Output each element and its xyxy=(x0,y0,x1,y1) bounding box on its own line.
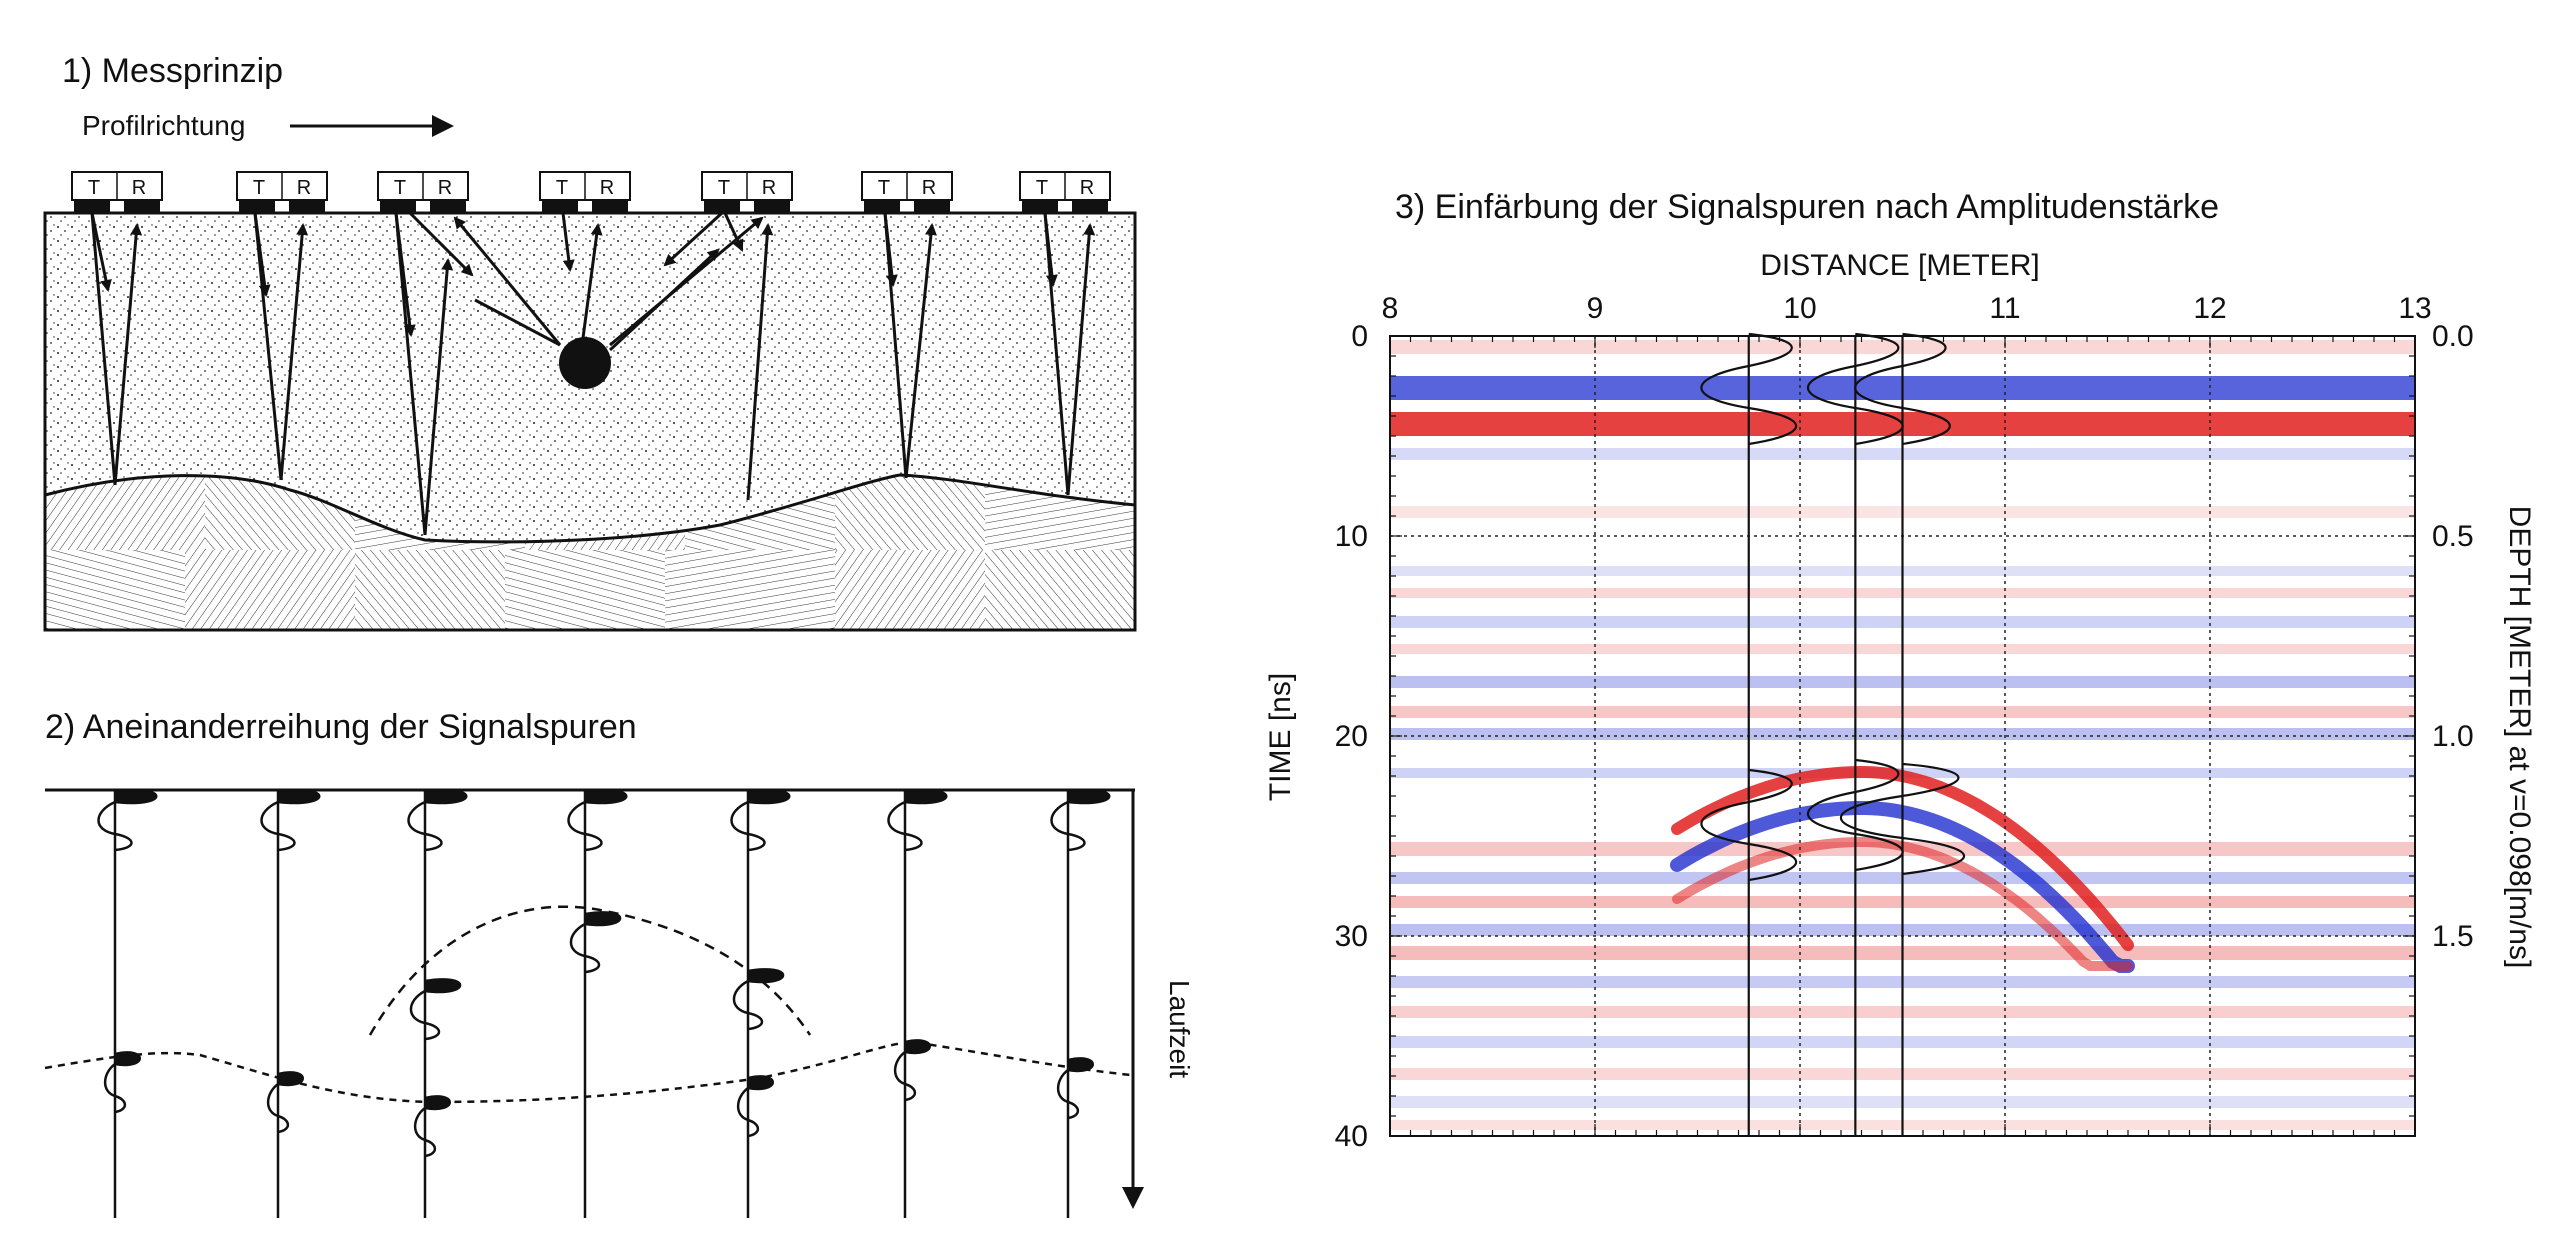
x-axis-title: DISTANCE [METER] xyxy=(1760,249,2039,282)
panel3-title: 3) Einfärbung der Signalspuren nach Ampl… xyxy=(1395,188,2219,226)
panel2-title: 2) Aneinanderreihung der Signalspuren xyxy=(45,708,637,746)
y2-axis-title: DEPTH [METER] at v=0.098[m/ns] xyxy=(2503,506,2536,969)
receiver-block xyxy=(430,200,466,213)
y2-tick: 0.5 xyxy=(2432,520,2474,553)
x-tick: 11 xyxy=(1989,292,2020,325)
diffraction-hyperbola xyxy=(368,905,812,1036)
layer-boundary xyxy=(44,473,1136,544)
x-tick: 9 xyxy=(1587,292,1604,325)
receiver-label: R xyxy=(132,177,146,199)
y-tick: 10 xyxy=(1335,520,1368,553)
highlighted-traces xyxy=(1700,332,1966,1136)
transmitter-block xyxy=(239,200,275,213)
wavelet-peak xyxy=(1068,790,1110,803)
x-tick: 10 xyxy=(1783,292,1816,325)
y2-tick: 1.0 xyxy=(2432,720,2474,753)
transmitter-label: T xyxy=(394,177,406,199)
transmitter-label: T xyxy=(556,177,568,199)
y-tick: 30 xyxy=(1335,920,1368,953)
receiver-label: R xyxy=(297,177,311,199)
transmitter-block xyxy=(864,200,900,213)
wavelet-peak xyxy=(278,790,320,803)
wavelet-peak xyxy=(748,790,790,803)
y2-tick: 1.5 xyxy=(2432,920,2474,953)
receiver-label: R xyxy=(1080,177,1094,199)
transmitter-label: T xyxy=(1036,177,1048,199)
panel-radargram: 3) Einfärbung der Signalspuren nach Ampl… xyxy=(1264,188,2536,1153)
x-tick: 13 xyxy=(2398,292,2431,325)
time-axis-label: Laufzeit xyxy=(1164,980,1195,1078)
y-tick: 20 xyxy=(1335,720,1368,753)
transmitter-block xyxy=(74,200,110,213)
wavelet-peak xyxy=(115,790,157,803)
receiver-label: R xyxy=(762,177,776,199)
transmitter-block xyxy=(704,200,740,213)
wavelet-peak xyxy=(425,790,467,803)
transmitter-block xyxy=(542,200,578,213)
receiver-block xyxy=(754,200,790,213)
y-tick: 0 xyxy=(1351,320,1368,353)
wavelet-peak xyxy=(905,1040,930,1053)
wavelet-peak xyxy=(905,790,947,803)
receiver-label: R xyxy=(922,177,936,199)
transmitter-label: T xyxy=(718,177,730,199)
transmitter-label: T xyxy=(88,177,100,199)
wavelet-peak xyxy=(585,790,627,803)
trace-set xyxy=(97,789,1111,1218)
receiver-block xyxy=(289,200,325,213)
x-tick-labels: 8 9 10 11 12 13 xyxy=(1382,292,2432,325)
transmitter-block xyxy=(380,200,416,213)
plot-frame xyxy=(1389,335,2416,1137)
layer-reflection-line xyxy=(44,1040,1131,1104)
wavelet-peak xyxy=(748,969,784,982)
wavelet-peak xyxy=(425,1096,450,1109)
y2-tick: 0.0 xyxy=(2432,320,2474,353)
transmitter-label: T xyxy=(878,177,890,199)
wavelet-peak xyxy=(278,1072,303,1085)
receiver-block xyxy=(1072,200,1108,213)
buried-object xyxy=(559,337,611,389)
transmitter-label: T xyxy=(253,177,265,199)
receiver-block xyxy=(914,200,950,213)
y-tick-labels: 0 10 20 30 40 xyxy=(1335,320,1368,1153)
transmitter-block xyxy=(1022,200,1058,213)
receiver-block xyxy=(124,200,160,213)
x-tick: 8 xyxy=(1382,292,1399,325)
receiver-label: R xyxy=(438,177,452,199)
panel-measurement-principle: 1) Messprinzip Profilrichtung xyxy=(43,52,1137,632)
wavelet-peak xyxy=(585,912,621,925)
x-tick: 12 xyxy=(2193,292,2226,325)
ray-paths xyxy=(90,211,1096,536)
y-axis-title: TIME [ns] xyxy=(1264,673,1297,801)
y2-tick-labels: 0.0 0.5 1.0 1.5 xyxy=(2432,320,2474,953)
panel1-title: 1) Messprinzip xyxy=(62,52,283,90)
receiver-block xyxy=(592,200,628,213)
wavelet-peak xyxy=(425,979,461,992)
y-tick: 40 xyxy=(1335,1120,1368,1153)
wavelet-peak xyxy=(115,1052,140,1065)
direction-label: Profilrichtung xyxy=(82,110,245,141)
receiver-label: R xyxy=(600,177,614,199)
panel-trace-stacking: 2) Aneinanderreihung der Signalspuren La… xyxy=(44,708,1195,1218)
